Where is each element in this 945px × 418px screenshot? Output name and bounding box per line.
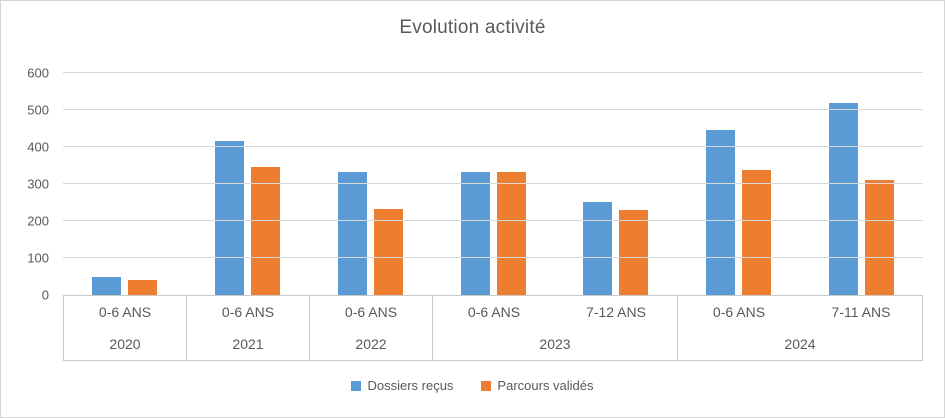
bar-dossiers-re-us — [337, 172, 367, 295]
bar-slot — [554, 73, 677, 295]
category-label: 7-11 ANS — [831, 304, 891, 320]
legend-swatch — [351, 380, 362, 391]
year-label: 2021 — [232, 336, 264, 352]
y-tick-label: 300 — [27, 176, 49, 192]
year-group: 0-6 ANS 2022 — [310, 296, 433, 360]
category-axis: 0-6 ANS 2020 0-6 ANS 2021 0-6 ANS 2022 0-6 ANS… — [63, 295, 923, 361]
bars-row — [63, 73, 923, 295]
gridline — [63, 220, 923, 222]
gridline — [63, 72, 923, 73]
category-label: 0-6 ANS — [344, 304, 398, 320]
bar-dossiers-re-us — [829, 102, 859, 295]
bar-dossiers-re-us — [583, 201, 613, 295]
bar-parcours-valid-s — [865, 180, 895, 295]
year-group: 0-6 ANS 7-12 ANS 2023 — [433, 296, 678, 360]
y-tick-label: 100 — [27, 250, 49, 266]
y-tick-label: 500 — [27, 102, 49, 118]
bar-dossiers-re-us — [91, 276, 121, 295]
subgroup-row: 0-6 ANS — [310, 296, 432, 328]
gridline — [63, 257, 923, 259]
chart-title: Evolution activité — [399, 17, 546, 38]
gridline — [63, 109, 923, 110]
year-label: 2023 — [539, 336, 571, 352]
y-tick-label: 200 — [27, 213, 49, 229]
year-group: 0-6 ANS 2020 — [64, 296, 187, 360]
bar-dossiers-re-us — [460, 172, 490, 295]
subgroup-row: 0-6 ANS 7-12 ANS — [433, 296, 677, 328]
category-label: 0-6 ANS — [712, 304, 766, 320]
legend-swatch — [481, 380, 492, 391]
bar-dossiers-re-us — [214, 141, 244, 295]
bar-parcours-valid-s — [619, 209, 649, 295]
category-label: 0-6 ANS — [467, 304, 521, 320]
y-tick-label: 600 — [27, 65, 49, 81]
subgroup-row: 0-6 ANS — [187, 296, 309, 328]
gridline — [63, 146, 923, 148]
legend-label: Parcours validés — [497, 378, 594, 393]
year-label: 2024 — [784, 336, 816, 352]
y-axis: 0 100 200 300 400 500 600 — [1, 67, 49, 302]
bar-slot — [309, 73, 432, 295]
gridline — [63, 183, 923, 184]
subgroup-row: 0-6 ANS 7-11 ANS — [678, 296, 922, 328]
year-group: 0-6 ANS 2021 — [187, 296, 310, 360]
bar-parcours-valid-s — [127, 280, 157, 295]
category-label: 7-12 ANS — [586, 304, 646, 320]
y-tick-label: 400 — [27, 139, 49, 155]
bar-slot — [432, 73, 555, 295]
legend-label: Dossiers reçus — [367, 378, 454, 393]
year-label: 2020 — [109, 336, 141, 352]
year-label: 2022 — [355, 336, 387, 352]
legend: Dossiers reçus Parcours validés — [1, 378, 944, 393]
category-label: 0-6 ANS — [98, 304, 152, 320]
bar-parcours-valid-s — [496, 172, 526, 295]
bar-slot — [677, 73, 800, 295]
bar-parcours-valid-s — [250, 167, 280, 295]
bar-dossiers-re-us — [706, 130, 736, 295]
y-tick-label: 0 — [41, 287, 49, 303]
bar-parcours-valid-s — [742, 169, 772, 295]
legend-item: Dossiers reçus — [351, 378, 453, 393]
bar-slot — [186, 73, 309, 295]
legend-item: Parcours validés — [481, 378, 594, 393]
bar-slot — [63, 73, 186, 295]
category-label: 0-6 ANS — [221, 304, 275, 320]
bar-parcours-valid-s — [373, 208, 403, 295]
plot-area — [63, 72, 923, 295]
subgroup-row: 0-6 ANS — [64, 296, 186, 328]
bar-slot — [800, 73, 923, 295]
year-group: 0-6 ANS 7-11 ANS 2024 — [678, 296, 923, 360]
